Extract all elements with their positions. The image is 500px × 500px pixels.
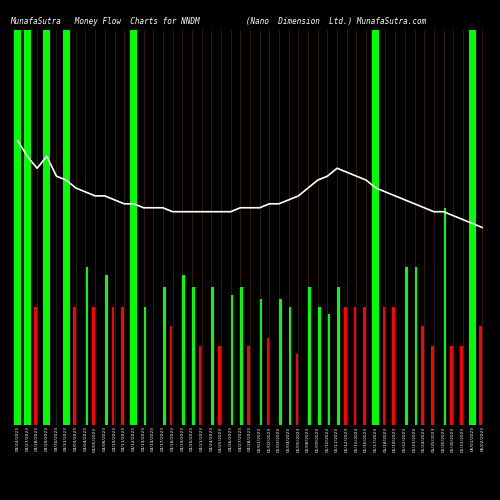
Bar xyxy=(192,287,194,425)
Bar xyxy=(296,354,298,425)
Bar xyxy=(392,306,395,425)
Bar xyxy=(212,287,214,425)
Bar xyxy=(73,306,76,425)
Bar xyxy=(431,346,434,425)
Bar xyxy=(56,405,57,425)
Bar xyxy=(170,326,172,425)
Bar xyxy=(318,306,320,425)
Text: MunafaSutra   Money Flow  Charts for NNDM          (Nano  Dimension  Ltd.) Munaf: MunafaSutra Money Flow Charts for NNDM (… xyxy=(10,18,426,26)
Bar xyxy=(86,267,88,425)
Bar xyxy=(231,294,234,425)
Bar xyxy=(405,267,407,425)
Bar xyxy=(92,306,95,425)
Bar xyxy=(480,326,482,425)
Bar xyxy=(337,287,340,425)
Bar xyxy=(44,30,50,425)
Bar xyxy=(364,306,366,425)
Bar xyxy=(289,306,292,425)
Bar xyxy=(266,338,269,425)
Bar xyxy=(422,326,424,425)
Bar xyxy=(105,275,108,425)
Bar xyxy=(382,306,386,425)
Bar xyxy=(354,306,356,425)
Bar xyxy=(144,306,146,425)
Bar xyxy=(24,30,31,425)
Bar xyxy=(308,287,311,425)
Bar xyxy=(260,298,262,425)
Bar xyxy=(14,30,21,425)
Bar xyxy=(163,287,166,425)
Bar xyxy=(182,275,185,425)
Bar xyxy=(279,298,282,425)
Bar xyxy=(240,287,243,425)
Bar xyxy=(460,346,463,425)
Bar xyxy=(444,208,446,425)
Bar xyxy=(450,346,453,425)
Bar xyxy=(247,346,250,425)
Bar xyxy=(218,346,221,425)
Bar xyxy=(199,346,202,425)
Bar xyxy=(112,306,114,425)
Bar xyxy=(152,405,154,425)
Bar xyxy=(469,30,476,425)
Bar xyxy=(372,30,379,425)
Bar xyxy=(62,30,70,425)
Bar xyxy=(328,314,330,425)
Bar xyxy=(122,306,124,425)
Bar xyxy=(344,306,346,425)
Bar xyxy=(130,30,138,425)
Bar xyxy=(414,267,418,425)
Bar xyxy=(34,306,37,425)
